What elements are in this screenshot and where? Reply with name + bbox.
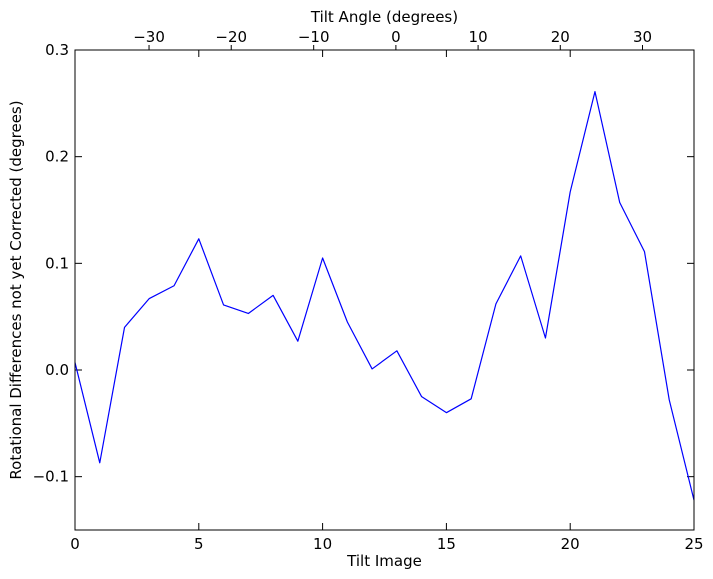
y-tick-label: 0.2: [45, 148, 69, 166]
top-x-tick-label: 0: [391, 28, 401, 46]
x-tick-label: 15: [437, 535, 456, 553]
tick-labels-layer: 0 5 10 15 20 25 −30 −20 −10 0 10 20 30 −0.1 0.0 0.1 0.2 0…: [33, 28, 704, 553]
data-line: [74, 90, 695, 501]
y-tick-label: 0.1: [45, 254, 69, 272]
plot-frame: [74, 49, 695, 531]
top-x-tick-label: 20: [551, 28, 570, 46]
top-x-tick-label: 10: [469, 28, 488, 46]
top-x-tick-label: 30: [633, 28, 652, 46]
x-tick-label: 25: [684, 535, 703, 553]
top-x-tick-label: −30: [133, 28, 165, 46]
y-tick-label: 0.3: [45, 41, 69, 59]
y-tick-label: −0.1: [33, 468, 69, 486]
y-axis-title: Rotational Differences not yet Corrected…: [7, 100, 25, 479]
top-x-tick-label: −10: [298, 28, 330, 46]
x-axis-title: Tilt Image: [346, 552, 422, 570]
top-x-axis-title: Tilt Angle (degrees): [310, 8, 458, 26]
x-tick-label: 20: [561, 535, 580, 553]
x-tick-label: 0: [70, 535, 80, 553]
y-tick-label: 0.0: [45, 361, 69, 379]
x-tick-label: 10: [313, 535, 332, 553]
series-layer: [74, 90, 695, 501]
x-tick-label: 5: [194, 535, 204, 553]
top-x-tick-label: −20: [215, 28, 247, 46]
